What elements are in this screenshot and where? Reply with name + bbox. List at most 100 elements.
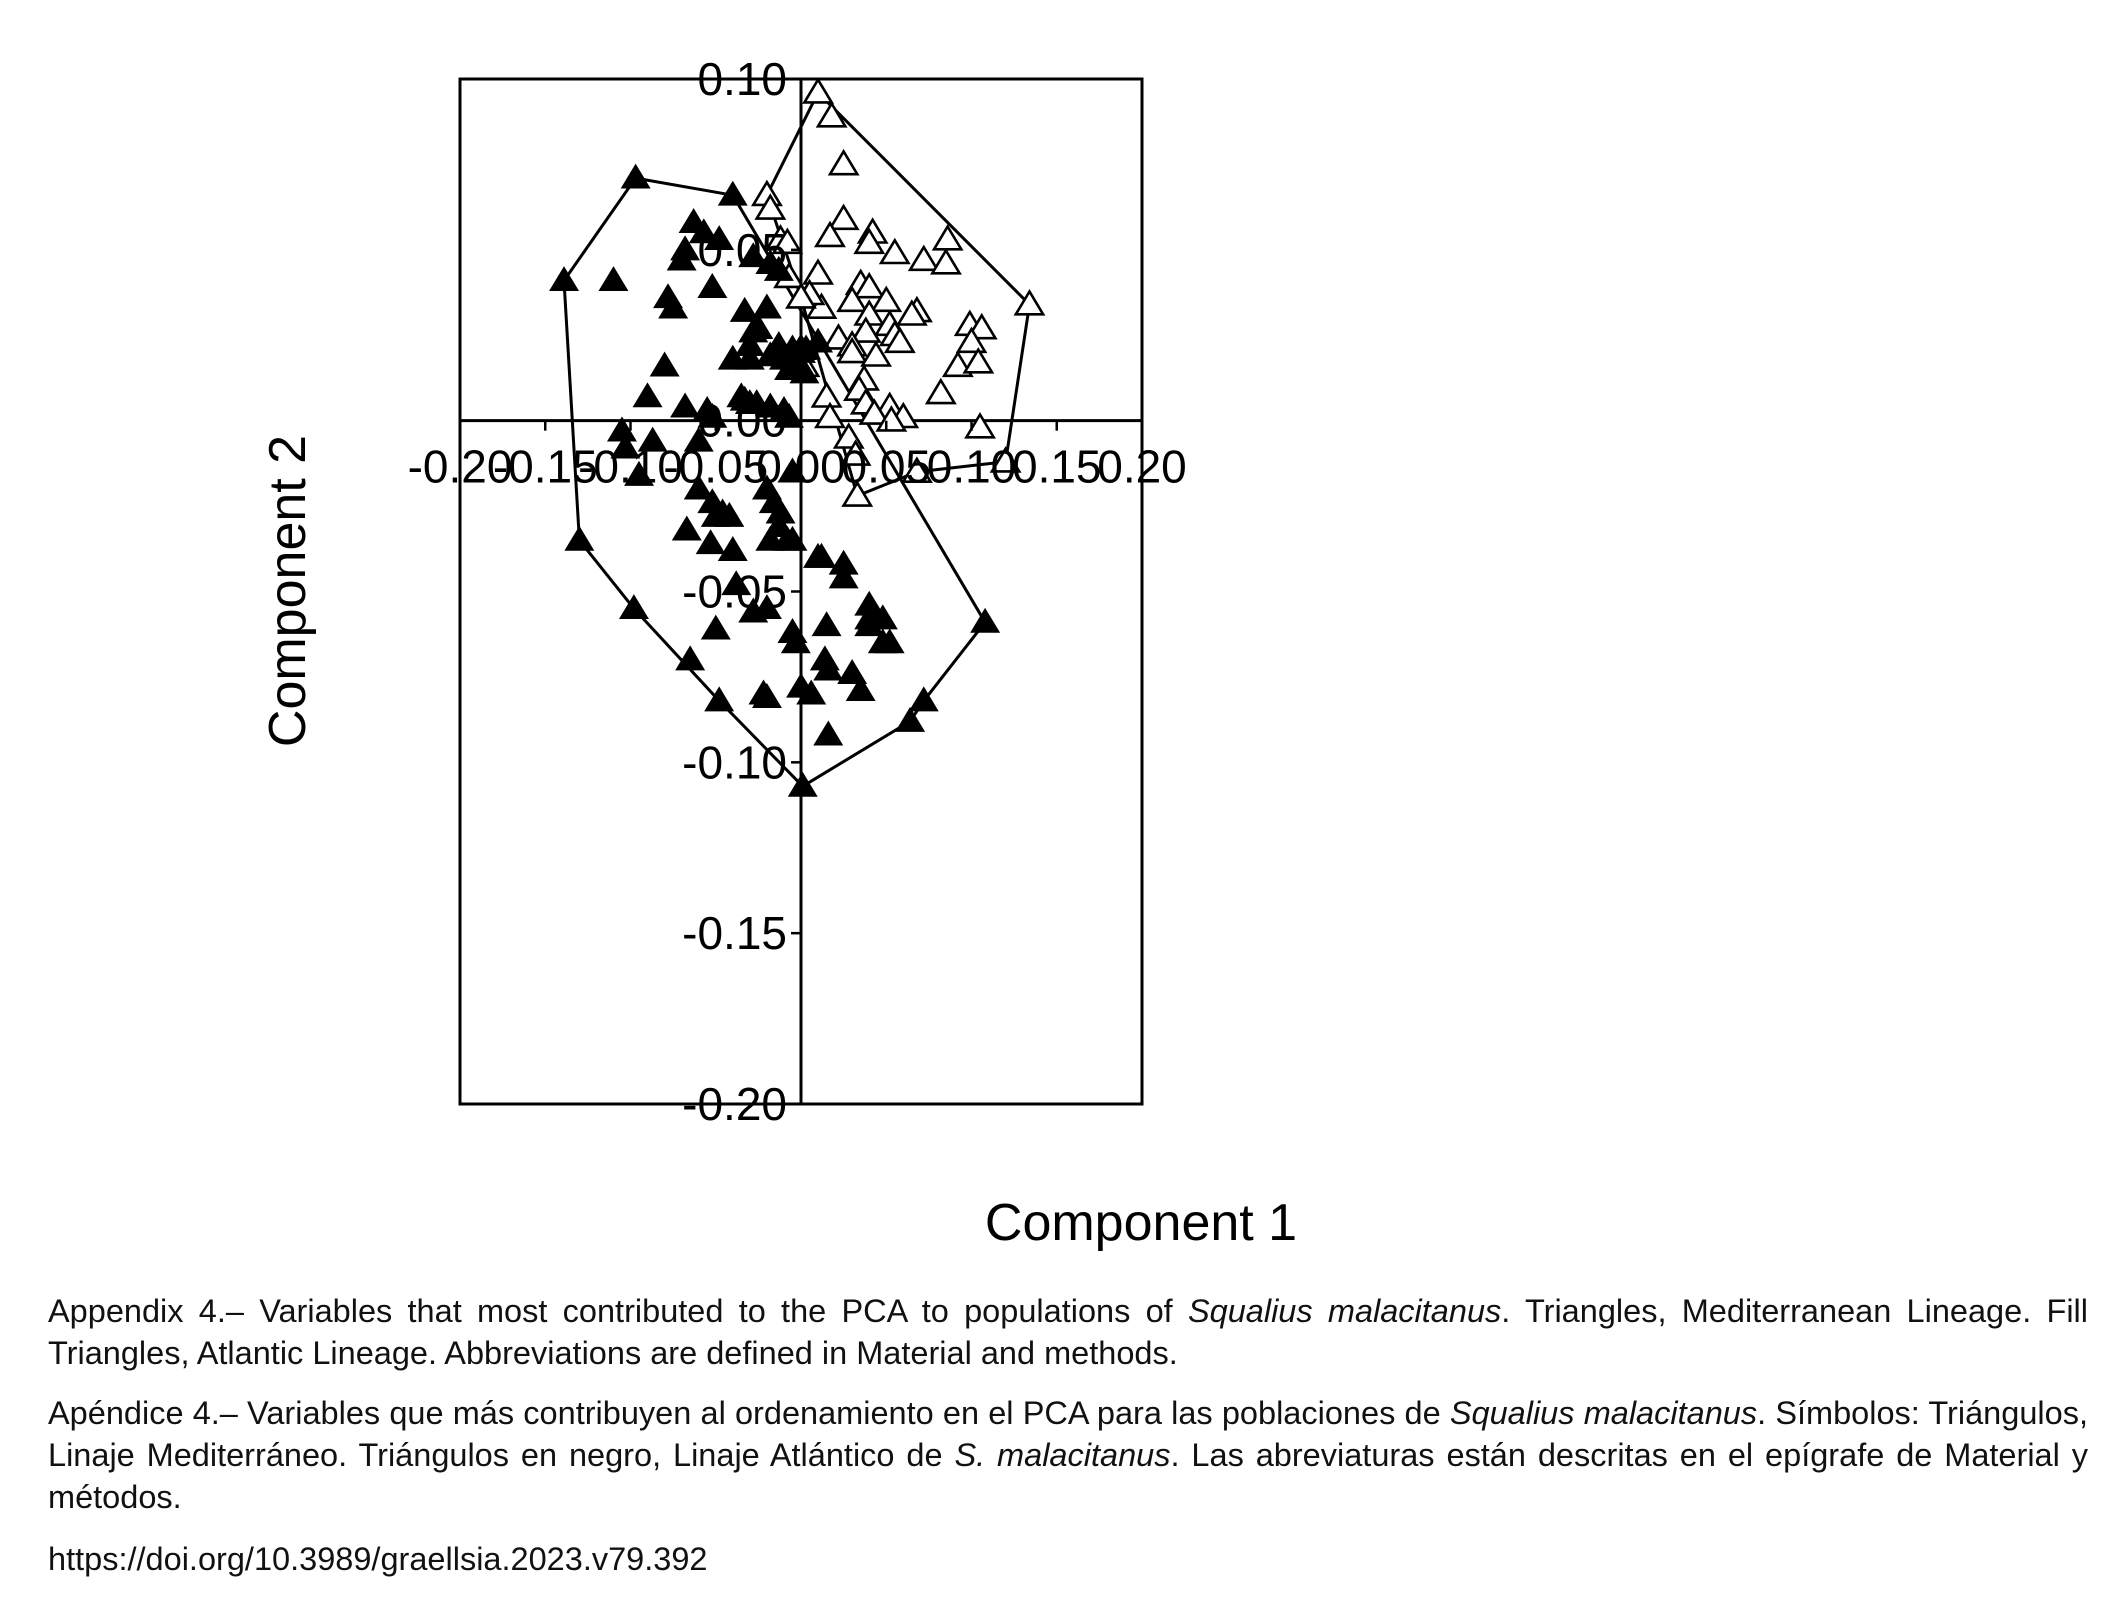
mediterranean-point — [771, 227, 804, 255]
atlantic-point — [624, 460, 655, 486]
atlantic-point — [675, 645, 706, 671]
mediterranean-point — [878, 237, 911, 265]
atlantic-point — [717, 180, 748, 206]
atlantic-point — [811, 611, 842, 637]
atlantic-point — [618, 594, 649, 620]
mediterranean-point — [802, 77, 835, 104]
mediterranean-point — [924, 377, 957, 405]
atlantic-point — [564, 525, 595, 551]
mediterranean-point — [955, 326, 988, 354]
atlantic-point — [854, 611, 885, 637]
mediterranean-point — [964, 411, 996, 439]
y-tick-label: -0.15 — [682, 907, 787, 959]
atlantic-point — [803, 327, 834, 353]
atlantic-point — [549, 266, 580, 292]
atlantic-point — [789, 358, 820, 384]
mediterranean-point — [870, 285, 903, 313]
x-tick-label: -0.05 — [663, 441, 768, 493]
atlantic-point — [777, 525, 808, 551]
x-tick-label: -0.20 — [408, 441, 513, 493]
atlantic-point — [688, 218, 719, 244]
atlantic-point — [704, 225, 735, 251]
x-tick-label: -0.15 — [493, 441, 598, 493]
atlantic-point — [714, 501, 745, 527]
mediterranean-point — [901, 456, 933, 484]
y-tick-label: -0.20 — [682, 1078, 787, 1130]
atlantic-point — [704, 686, 735, 712]
atlantic-point — [700, 614, 731, 640]
atlantic-point — [658, 293, 689, 319]
caption-es-species: Squalius malacitanus — [1449, 1395, 1758, 1431]
caption-en-species: Squalius malacitanus — [1187, 1293, 1502, 1329]
mediterranean-point — [827, 203, 860, 231]
caption-spanish: Apéndice 4.– Variables que más contribuy… — [48, 1392, 2088, 1518]
mediterranean-point — [883, 326, 916, 354]
x-tick-label: 0.05 — [841, 441, 931, 493]
atlantic-point — [649, 351, 680, 377]
mediterranean-point — [858, 398, 891, 425]
mediterranean-point — [853, 271, 886, 299]
atlantic-point — [874, 628, 905, 654]
mediterranean-point — [785, 282, 817, 309]
mediterranean-point — [853, 227, 886, 255]
atlantic-point — [683, 426, 714, 452]
atlantic-point — [598, 266, 629, 292]
data-points — [549, 77, 1046, 797]
atlantic-point — [751, 682, 782, 708]
atlantic-point — [717, 536, 748, 562]
mediterranean-point — [989, 446, 1022, 473]
mediterranean-point — [841, 480, 874, 507]
mediterranean-point — [1013, 288, 1046, 316]
x-tick-label: 0.00 — [756, 441, 846, 493]
atlantic-point — [780, 628, 811, 654]
mediterranean-point — [802, 258, 835, 285]
atlantic-point — [697, 402, 728, 428]
y-axis-title: Component 2 — [259, 435, 317, 747]
atlantic-point — [729, 296, 760, 322]
mediterranean-point — [931, 224, 964, 251]
atlantic-point — [845, 676, 876, 702]
atlantic-point — [828, 563, 859, 589]
atlantic-point — [970, 607, 1001, 633]
atlantic-point — [743, 313, 774, 339]
atlantic-point — [670, 392, 701, 418]
atlantic-point — [806, 542, 837, 568]
caption-es-species-short: S. malacitanus — [954, 1437, 1171, 1473]
mediterranean-point — [930, 247, 962, 275]
caption-es-mid: . Símbolos: Triángulos, Linaje Mediterrá… — [48, 1395, 2088, 1473]
atlantic-point — [620, 163, 651, 189]
mediterranean-point — [907, 244, 940, 272]
atlantic-point — [751, 293, 782, 319]
atlantic-point — [666, 245, 697, 271]
atlantic-point — [683, 474, 714, 500]
x-tick-label: 0.20 — [1097, 441, 1187, 493]
x-axis-title: Component 1 — [985, 1194, 1297, 1252]
mediterranean-point — [827, 148, 860, 176]
mediterranean-point — [810, 381, 843, 408]
caption-english: Appendix 4.– Variables that most contrib… — [48, 1290, 2088, 1374]
y-tick-label: -0.10 — [682, 736, 787, 788]
mediterranean-point — [813, 401, 846, 429]
caption-en-tail: . Triangles, Mediterranean Lineage. Fill… — [48, 1293, 2088, 1371]
y-tick-label: -0.05 — [682, 566, 787, 618]
doi-link[interactable]: https://doi.org/10.3989/graellsia.2023.v… — [48, 1541, 708, 1577]
atlantic-point — [637, 426, 668, 452]
atlantic-point — [610, 433, 641, 459]
mediterranean-point — [962, 347, 995, 374]
atlantic-point — [671, 515, 702, 541]
caption-es-lead: Apéndice 4.– Variables que más contribuy… — [48, 1395, 1450, 1431]
atlantic-point — [695, 529, 726, 555]
atlantic-point — [721, 570, 752, 596]
atlantic-point — [837, 659, 868, 685]
y-tick-label: 0.10 — [697, 53, 787, 105]
pca-scatter-chart: -0.20-0.15-0.10-0.050.000.050.100.150.20… — [259, 53, 1297, 1252]
atlantic-point — [697, 272, 728, 298]
mediterranean-point — [813, 220, 846, 248]
atlantic-point — [787, 771, 818, 797]
mediterranean-point — [754, 193, 787, 220]
y-tick-label: 0.05 — [697, 224, 787, 276]
caption-es-tail: . Las abreviaturas están descritas en el… — [48, 1437, 2088, 1515]
atlantic-point — [632, 382, 663, 408]
atlantic-point — [895, 706, 926, 732]
atlantic-point — [763, 512, 794, 538]
